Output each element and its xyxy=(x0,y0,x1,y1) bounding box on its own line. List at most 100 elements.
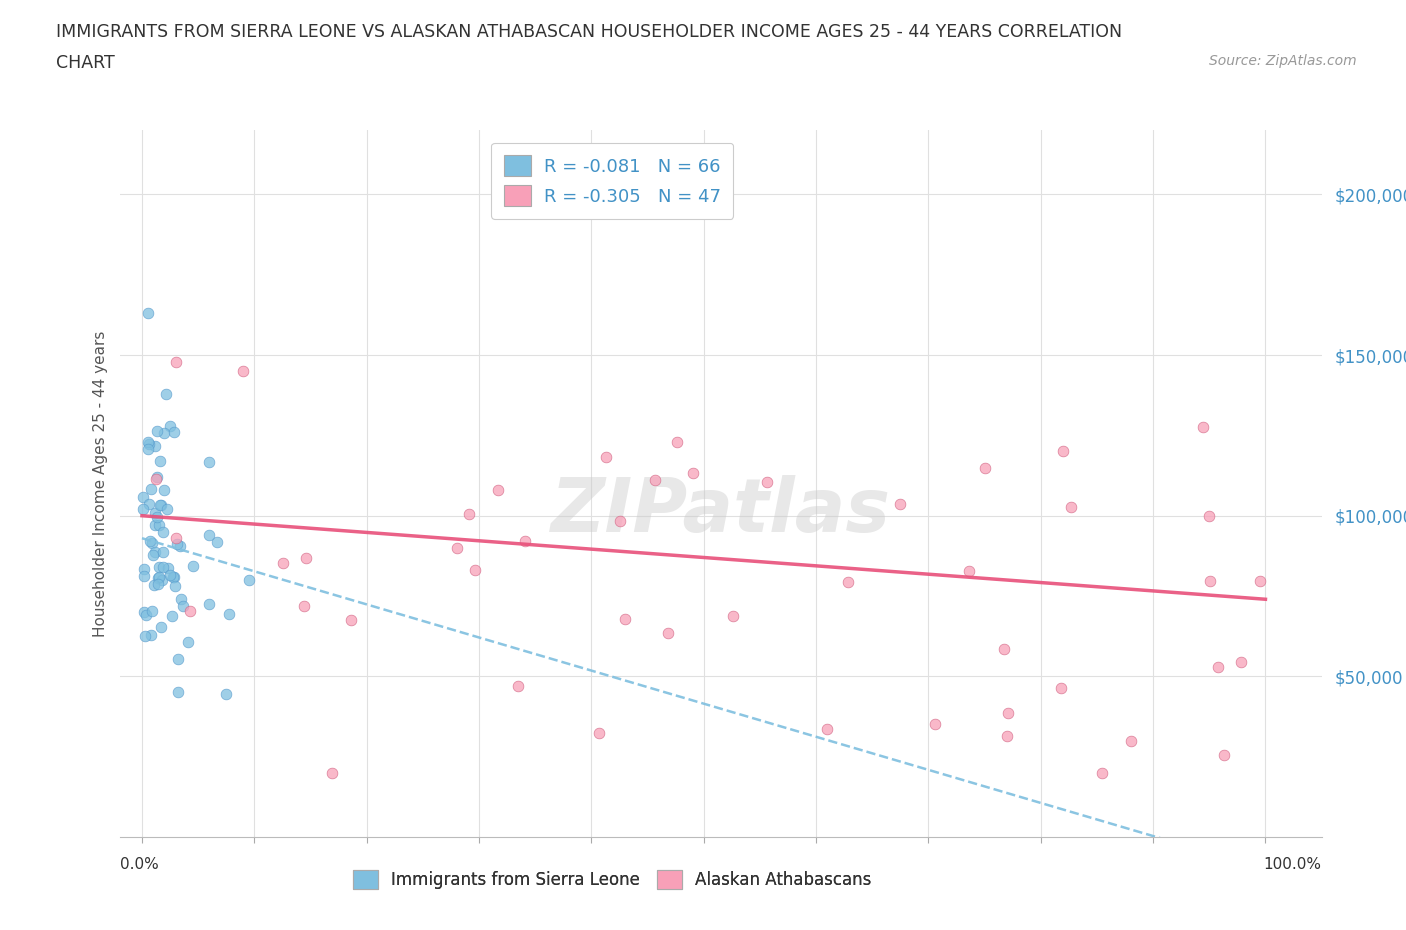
Text: CHART: CHART xyxy=(56,54,115,72)
Point xyxy=(150,619,173,634)
Point xyxy=(138,436,160,451)
Point xyxy=(973,460,995,475)
Point xyxy=(165,579,187,594)
Point xyxy=(446,540,468,555)
Point xyxy=(152,560,174,575)
Point xyxy=(143,545,166,560)
Point xyxy=(142,548,165,563)
Point xyxy=(146,577,169,591)
Point xyxy=(1119,733,1142,748)
Point xyxy=(148,569,170,584)
Point xyxy=(132,562,155,577)
Point xyxy=(198,527,221,542)
Point xyxy=(295,551,318,565)
Point xyxy=(486,483,509,498)
Point xyxy=(321,765,343,780)
Point xyxy=(1050,681,1073,696)
Point xyxy=(756,475,779,490)
Point xyxy=(139,482,162,497)
Point xyxy=(924,716,946,731)
Point xyxy=(815,722,838,737)
Point xyxy=(162,569,184,584)
Point xyxy=(172,598,194,613)
Point xyxy=(595,450,617,465)
Point xyxy=(141,604,163,618)
Point xyxy=(464,563,486,578)
Point xyxy=(156,561,179,576)
Point xyxy=(152,544,174,559)
Point xyxy=(132,569,155,584)
Y-axis label: Householder Income Ages 25 - 44 years: Householder Income Ages 25 - 44 years xyxy=(93,330,108,637)
Point xyxy=(292,598,315,613)
Point xyxy=(146,510,169,525)
Point xyxy=(339,612,361,627)
Point xyxy=(165,354,187,369)
Point xyxy=(993,641,1015,656)
Point xyxy=(148,571,170,586)
Point xyxy=(149,498,172,512)
Point xyxy=(170,591,193,606)
Point xyxy=(139,628,162,643)
Text: ZIPatlas: ZIPatlas xyxy=(551,475,890,549)
Point xyxy=(163,569,186,584)
Point xyxy=(148,560,170,575)
Point xyxy=(205,535,228,550)
Point xyxy=(155,387,177,402)
Point xyxy=(150,573,173,588)
Point xyxy=(1249,574,1271,589)
Point xyxy=(146,470,169,485)
Point xyxy=(141,536,163,551)
Point xyxy=(166,536,188,551)
Point xyxy=(515,534,537,549)
Point xyxy=(143,517,166,532)
Point xyxy=(837,575,859,590)
Point xyxy=(163,425,186,440)
Point xyxy=(613,611,636,626)
Point xyxy=(588,725,610,740)
Point xyxy=(159,568,181,583)
Point xyxy=(458,507,481,522)
Point xyxy=(1199,574,1222,589)
Point xyxy=(135,607,157,622)
Point xyxy=(146,423,169,438)
Point xyxy=(145,438,167,453)
Text: 100.0%: 100.0% xyxy=(1264,857,1322,872)
Point xyxy=(1052,444,1074,458)
Point xyxy=(136,442,159,457)
Point xyxy=(143,578,166,592)
Point xyxy=(1091,765,1114,780)
Point xyxy=(136,306,159,321)
Point xyxy=(682,465,704,480)
Point xyxy=(1230,655,1253,670)
Point xyxy=(238,573,260,588)
Point xyxy=(215,686,238,701)
Point xyxy=(156,502,179,517)
Point xyxy=(138,534,160,549)
Point xyxy=(138,497,160,512)
Point xyxy=(657,626,679,641)
Point xyxy=(165,530,187,545)
Point xyxy=(506,679,529,694)
Point xyxy=(644,473,666,488)
Point xyxy=(177,635,200,650)
Point xyxy=(197,597,219,612)
Point xyxy=(153,483,176,498)
Point xyxy=(1192,419,1215,434)
Point xyxy=(1060,499,1083,514)
Point xyxy=(148,517,170,532)
Legend: Immigrants from Sierra Leone, Alaskan Athabascans: Immigrants from Sierra Leone, Alaskan At… xyxy=(346,863,879,896)
Point xyxy=(143,505,166,520)
Point xyxy=(160,609,183,624)
Point xyxy=(609,513,631,528)
Point xyxy=(997,706,1019,721)
Text: IMMIGRANTS FROM SIERRA LEONE VS ALASKAN ATHABASCAN HOUSEHOLDER INCOME AGES 25 - : IMMIGRANTS FROM SIERRA LEONE VS ALASKAN … xyxy=(56,23,1122,41)
Point xyxy=(166,651,188,666)
Point xyxy=(957,564,980,578)
Point xyxy=(138,434,160,449)
Point xyxy=(995,729,1018,744)
Point xyxy=(1212,748,1234,763)
Text: 0.0%: 0.0% xyxy=(120,857,159,872)
Point xyxy=(889,497,911,512)
Point xyxy=(149,454,172,469)
Point xyxy=(132,604,155,619)
